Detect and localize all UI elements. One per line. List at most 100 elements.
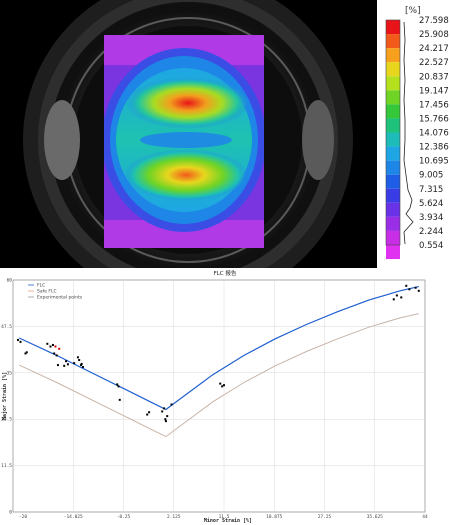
flc-chart: FLC 报告 -20 -14.025 -8.25 2.125 11.5 18.875 27.…: [0, 268, 450, 525]
scale-value-label: 24.217: [419, 44, 449, 54]
data-point: [222, 384, 225, 387]
data-point: [118, 398, 121, 401]
x-tick-label: 11.5: [219, 514, 230, 520]
scale-swatch: [386, 245, 400, 260]
scale-swatch: [386, 62, 400, 77]
scale-value-label: 15.766: [419, 114, 449, 124]
x-tick-label: 18.875: [266, 514, 283, 520]
scale-swatch: [386, 132, 400, 147]
data-point: [25, 351, 28, 354]
legend-flc: FLC: [37, 283, 45, 289]
scale-value-label: 19.147: [419, 86, 449, 96]
data-point: [56, 364, 59, 367]
data-point: [51, 343, 54, 346]
data-point: [395, 294, 398, 297]
scale-swatch: [386, 202, 400, 217]
data-point: [19, 340, 22, 343]
specimen-strain-map: [104, 35, 264, 248]
x-tick-label: 44: [422, 514, 428, 520]
grid: [13, 280, 425, 512]
x-tick-labels: -20 -14.025 -8.25 2.125 11.5 18.875 27.25 35.62…: [19, 514, 428, 520]
scale-swatch: [386, 216, 400, 231]
curves: [18, 286, 419, 438]
scale-value-label: 2.244: [419, 227, 443, 237]
x-axis-title: Minor Strain [%]: [204, 518, 252, 524]
data-point: [164, 420, 167, 423]
color-scale-labels: 27.598 25.908 24.217 22.527 20.837 19.147 17.4…: [419, 16, 449, 251]
scale-swatch: [386, 48, 400, 63]
color-scale-swatches: [386, 20, 400, 260]
y-tick-label: 60: [7, 278, 13, 284]
data-point: [400, 296, 403, 299]
chart-title: FLC 报告: [214, 269, 237, 277]
data-point: [46, 342, 49, 345]
data-point: [219, 382, 222, 385]
data-point: [161, 410, 164, 413]
data-point: [63, 364, 66, 367]
data-point: [66, 363, 69, 366]
scale-value-label: 17.456: [419, 100, 449, 110]
data-point: [54, 345, 57, 348]
x-tick-label: 35.625: [367, 514, 384, 520]
data-point: [417, 289, 420, 292]
data-point: [146, 413, 149, 416]
data-point: [117, 385, 120, 388]
x-tick-label: 27.25: [318, 514, 332, 520]
y-axis-title: Major Strain [%]: [1, 372, 8, 420]
data-point: [170, 403, 173, 406]
scale-swatch: [386, 146, 400, 161]
x-tick-label: 2.125: [167, 514, 181, 520]
strain-histogram: [403, 21, 414, 245]
scale-value-label: 9.005: [419, 171, 443, 181]
legend-safe-flc: Safe FLC: [37, 289, 57, 295]
y-tick-label: 35: [7, 370, 13, 376]
flc-curve: [18, 286, 419, 411]
data-point: [78, 359, 81, 362]
scale-swatch: [386, 118, 400, 133]
y-tick-label: 0: [9, 510, 12, 516]
data-point: [76, 356, 79, 359]
data-point: [414, 286, 417, 289]
data-point: [164, 418, 167, 421]
safe-flc-curve: [18, 313, 419, 438]
scale-swatch: [386, 20, 400, 35]
data-point: [16, 338, 19, 341]
scale-swatch: [386, 76, 400, 91]
strain-distribution-view: [%] 27.598 25.908 24.217 22.527 20.837 19.147…: [0, 0, 450, 268]
scale-swatch: [386, 230, 400, 245]
data-point: [392, 298, 395, 301]
legend: FLC Safe FLC Experimental points: [28, 283, 83, 301]
x-tick-label: -8.25: [117, 514, 131, 520]
y-tick-label: 47.5: [1, 324, 12, 330]
data-point: [148, 411, 151, 414]
scale-value-label: 22.527: [419, 58, 449, 68]
scale-swatch: [386, 160, 400, 175]
scale-value-label: 7.315: [419, 185, 443, 195]
scale-value-label: 3.934: [419, 213, 443, 223]
data-point: [166, 415, 169, 418]
data-point: [408, 288, 411, 291]
scale-value-label: 12.386: [419, 143, 449, 153]
scale-value-label: 14.076: [419, 129, 449, 139]
y-tick-label: 11.5: [1, 463, 12, 469]
scale-swatch: [386, 174, 400, 189]
scale-value-label: 0.554: [419, 241, 443, 251]
scale-value-label: 27.598: [419, 16, 449, 26]
data-point: [53, 352, 56, 355]
data-point: [65, 360, 68, 363]
data-point: [116, 383, 119, 386]
scale-unit: [%]: [405, 6, 421, 16]
y-tick-label: 23.5: [1, 417, 12, 423]
y-tick-labels: 60 47.5 35 23.5 11.5 0: [1, 278, 12, 516]
data-point: [24, 352, 27, 355]
data-point: [80, 362, 83, 365]
scale-value-label: 10.695: [419, 157, 449, 167]
x-tick-label: -20: [19, 514, 27, 520]
data-point: [55, 354, 58, 357]
scale-swatch: [386, 104, 400, 119]
data-point: [163, 407, 166, 410]
legend-experimental: Experimental points: [37, 295, 83, 301]
data-point: [58, 347, 61, 350]
data-point: [49, 345, 52, 348]
data-point: [73, 362, 76, 365]
